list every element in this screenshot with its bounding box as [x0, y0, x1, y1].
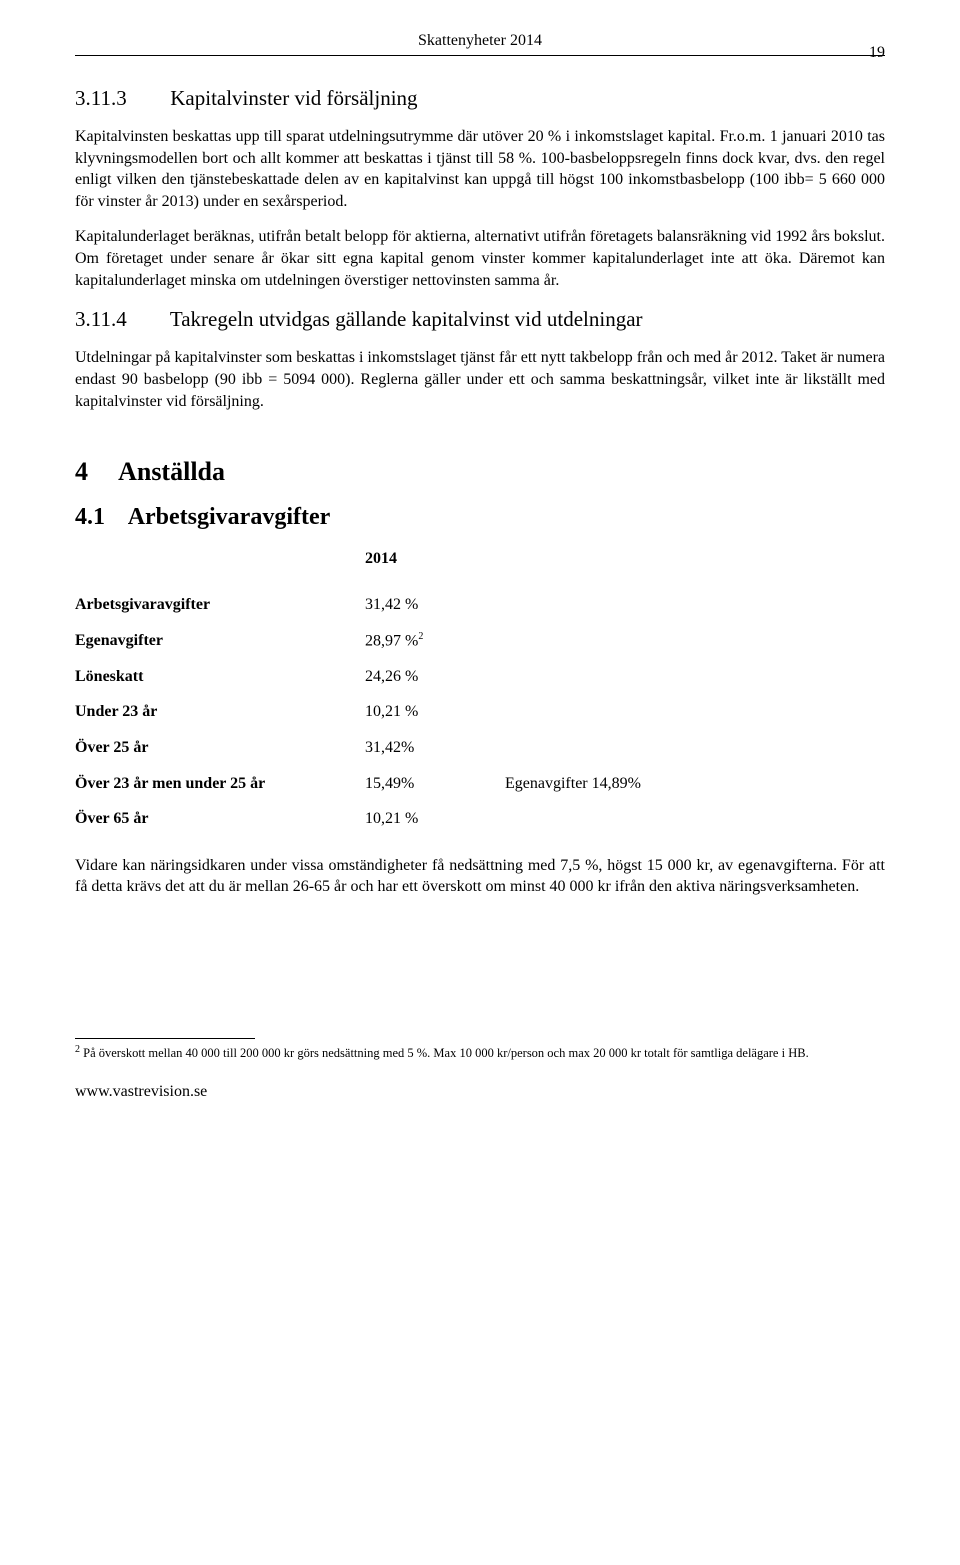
fee-value: 31,42 %	[365, 587, 505, 623]
fee-extra	[505, 587, 705, 623]
page-header: Skattenyheter 2014 19	[75, 30, 885, 56]
table-row: Löneskatt24,26 %	[75, 659, 705, 695]
fee-value: 15,49%	[365, 766, 505, 802]
table-row: Över 23 år men under 25 år15,49%Egenavgi…	[75, 766, 705, 802]
chapter-heading-4: 4 Anställda	[75, 454, 885, 489]
table-row: Under 23 år10,21 %	[75, 694, 705, 730]
fee-extra	[505, 801, 705, 837]
fee-value: 24,26 %	[365, 659, 505, 695]
table-row: Egenavgifter28,97 %2	[75, 623, 705, 659]
fee-value: 28,97 %2	[365, 623, 505, 659]
fee-extra: Egenavgifter 14,89%	[505, 766, 705, 802]
footnote-text: På överskott mellan 40 000 till 200 000 …	[80, 1046, 809, 1060]
fee-extra	[505, 623, 705, 659]
section-heading-4-1: 4.1 Arbetsgivaravgifter	[75, 501, 885, 533]
footnote-ref: 2	[418, 631, 423, 642]
footnote: 2 På överskott mellan 40 000 till 200 00…	[75, 1043, 885, 1061]
fee-label: Löneskatt	[75, 659, 365, 695]
paragraph: Vidare kan näringsidkaren under vissa om…	[75, 855, 885, 898]
paragraph: Kapitalunderlaget beräknas, utifrån beta…	[75, 226, 885, 291]
table-row: Arbetsgivaravgifter31,42 %	[75, 587, 705, 623]
section-number: 3.11.3	[75, 84, 165, 112]
paragraph: Kapitalvinsten beskattas upp till sparat…	[75, 126, 885, 212]
fee-label: Över 65 år	[75, 801, 365, 837]
fee-extra	[505, 694, 705, 730]
fee-value: 10,21 %	[365, 801, 505, 837]
section-title: Kapitalvinster vid försäljning	[170, 86, 417, 110]
section-number: 3.11.4	[75, 305, 165, 333]
section-heading-3-11-4: 3.11.4 Takregeln utvidgas gällande kapit…	[75, 305, 885, 333]
paragraph: Utdelningar på kapitalvinster som beskat…	[75, 347, 885, 412]
fee-value: 10,21 %	[365, 694, 505, 730]
chapter-number: 4	[75, 454, 113, 489]
fee-label: Över 25 år	[75, 730, 365, 766]
footnote-separator	[75, 1038, 255, 1039]
fee-label: Över 23 år men under 25 år	[75, 766, 365, 802]
chapter-title: Anställda	[118, 457, 225, 486]
fee-label: Egenavgifter	[75, 623, 365, 659]
page-number: 19	[869, 42, 885, 64]
fee-extra	[505, 730, 705, 766]
table-row: Över 25 år31,42%	[75, 730, 705, 766]
fee-label: Under 23 år	[75, 694, 365, 730]
section-title: Arbetsgivaravgifter	[128, 504, 331, 530]
year-column-header: 2014	[365, 548, 885, 570]
fee-value: 31,42%	[365, 730, 505, 766]
section-title: Takregeln utvidgas gällande kapitalvinst…	[170, 307, 643, 331]
fee-extra	[505, 659, 705, 695]
section-number: 4.1	[75, 501, 123, 533]
header-title: Skattenyheter 2014	[418, 32, 542, 49]
footer-url: www.vastrevision.se	[75, 1081, 885, 1103]
fees-table: Arbetsgivaravgifter31,42 %Egenavgifter28…	[75, 587, 705, 836]
section-heading-3-11-3: 3.11.3 Kapitalvinster vid försäljning	[75, 84, 885, 112]
table-row: Över 65 år10,21 %	[75, 801, 705, 837]
fee-label: Arbetsgivaravgifter	[75, 587, 365, 623]
